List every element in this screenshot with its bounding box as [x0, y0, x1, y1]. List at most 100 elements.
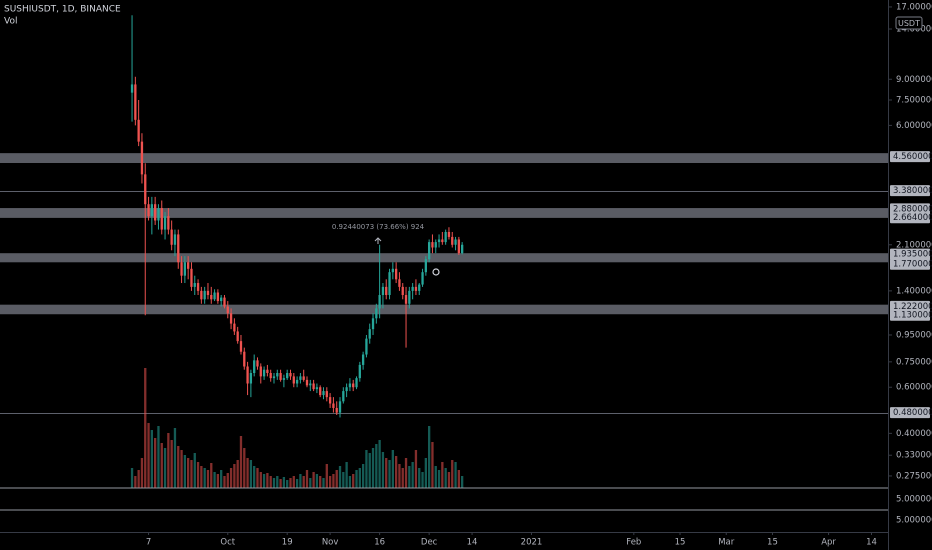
price-label: 4.5600000	[893, 152, 932, 162]
x-tick-label: Dec	[421, 538, 438, 548]
volume-bar	[262, 474, 266, 488]
measure-arrow-head	[374, 237, 382, 242]
candle-body	[312, 383, 315, 390]
volume-bar	[315, 474, 319, 488]
y-tick-label: 0.2750000	[896, 471, 932, 481]
volume-label: Vol	[4, 17, 17, 27]
candle-body	[431, 242, 434, 248]
candle-body	[309, 383, 312, 386]
candle-body	[325, 391, 328, 398]
volume-bar	[220, 470, 223, 488]
price-label-box	[890, 185, 930, 197]
volume-bar	[153, 438, 157, 488]
volume-bar	[190, 460, 193, 488]
alert-icon[interactable]	[432, 268, 440, 276]
volume-bar	[385, 458, 388, 488]
volume-bar	[391, 450, 394, 488]
candle-body	[352, 383, 355, 388]
volume-bar	[447, 472, 451, 488]
volume-bar	[332, 474, 335, 488]
candle-body	[279, 373, 282, 380]
volume-bar	[203, 468, 206, 488]
y-tick-label: 6.0000000	[896, 121, 932, 131]
candle-body	[342, 391, 345, 402]
volume-bar	[243, 448, 246, 488]
volume-bar	[229, 468, 233, 488]
candle-body	[177, 234, 180, 263]
candle-body	[411, 286, 414, 291]
price-label-box	[890, 248, 930, 260]
volume-bar	[352, 474, 355, 488]
volume-bar	[233, 464, 236, 488]
volume-bar	[325, 464, 328, 488]
zone	[0, 153, 888, 164]
volume-bar	[388, 460, 391, 488]
volume-bar	[338, 466, 342, 488]
price-label-box	[890, 203, 930, 215]
volume-bar	[226, 473, 229, 488]
volume-bar	[216, 474, 220, 488]
pane-label: 5.0000000	[896, 495, 932, 505]
x-tick-label: 14	[467, 538, 478, 548]
candle-body	[434, 242, 437, 248]
volume-bar	[279, 479, 282, 488]
candle-body	[461, 244, 464, 254]
candle-body	[299, 376, 302, 380]
volume-bar	[404, 458, 408, 488]
currency[interactable]: USDT	[898, 19, 920, 28]
x-tick-label: Mar	[718, 538, 735, 548]
volume-bar	[266, 473, 269, 488]
candle-body	[322, 391, 325, 396]
volume-bar	[200, 466, 203, 488]
candle-body	[365, 338, 368, 355]
volume-bar	[163, 448, 167, 488]
y-tick-label: 9.0000000	[896, 75, 932, 85]
candle-body	[226, 306, 229, 314]
candle-body	[394, 268, 398, 280]
volume-bar	[236, 460, 239, 488]
volume-bar	[394, 456, 398, 488]
volume-bar	[421, 472, 424, 488]
candle-body	[427, 242, 431, 260]
candle-body	[150, 204, 154, 217]
volume-bar	[210, 463, 213, 488]
price-label-box	[890, 151, 930, 163]
x-tick-label: Apr	[821, 538, 836, 548]
zone	[0, 304, 888, 315]
candle-body	[269, 373, 272, 379]
candle-body	[213, 292, 216, 300]
volume-bar	[289, 478, 292, 488]
price-label: 0.4800000	[893, 408, 932, 418]
candle-body	[286, 373, 289, 379]
volume-bar	[335, 470, 338, 488]
candle-body	[140, 141, 144, 175]
volume-bar	[292, 476, 295, 488]
volume-bar	[358, 468, 361, 488]
price-label: 3.3800000	[893, 186, 932, 196]
volume-bar	[193, 453, 196, 488]
candle-body	[305, 379, 309, 386]
candle-body	[203, 290, 206, 300]
volume-bar	[157, 426, 160, 488]
volume-bar	[147, 423, 150, 488]
candle-body	[361, 354, 365, 365]
volume-bar	[177, 446, 180, 488]
y-tick-label: 17.0000000	[896, 2, 932, 12]
y-tick-label: 14.0000000	[896, 25, 932, 35]
volume-bar	[342, 472, 345, 488]
volume-bar	[170, 440, 173, 488]
candle-body	[157, 208, 160, 221]
candle-body	[216, 292, 220, 302]
candle-body	[388, 272, 391, 296]
x-tick-label: 2021	[521, 538, 543, 548]
candle-body	[183, 262, 187, 276]
volume-bar	[206, 470, 210, 488]
candle-body	[170, 229, 173, 245]
candle-body	[451, 236, 454, 245]
currency-box[interactable]	[895, 16, 923, 30]
x-tick-label: 14	[866, 538, 877, 548]
candle-body	[348, 383, 352, 388]
candle-body	[220, 297, 223, 302]
candle-body	[441, 239, 444, 243]
